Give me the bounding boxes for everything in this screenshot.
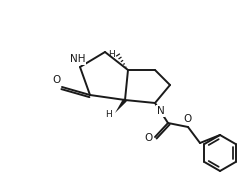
- Text: NH: NH: [70, 54, 86, 64]
- Text: O: O: [184, 114, 192, 124]
- Text: H: H: [108, 50, 115, 58]
- Text: O: O: [145, 133, 153, 143]
- Polygon shape: [115, 99, 127, 113]
- Text: O: O: [53, 75, 61, 85]
- Text: N: N: [157, 106, 165, 116]
- Text: H: H: [105, 110, 112, 119]
